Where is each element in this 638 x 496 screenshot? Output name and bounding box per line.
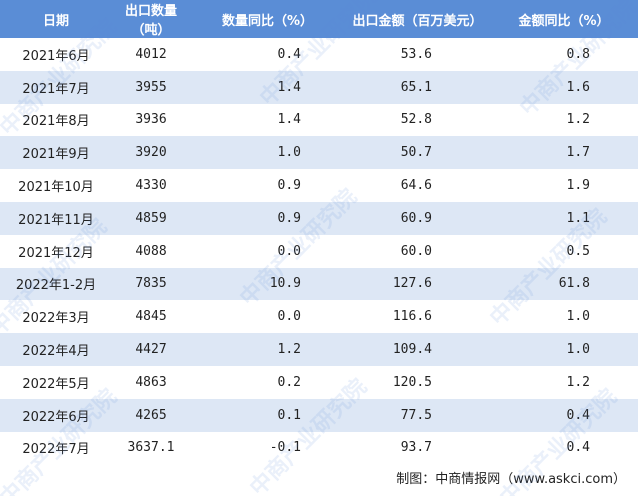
- table-cell: 2022年7月: [22, 442, 90, 458]
- source-note: 制图：中商情报网（www.askci.com）: [396, 472, 626, 487]
- table-cell: 1.0: [190, 136, 345, 170]
- table-cell: 0.0: [277, 243, 301, 259]
- table-row: 2022年5月 4863 0.2 120.5 1.2: [0, 366, 638, 399]
- table-row: 2021年11月 4859 0.9 60.9 1.1: [0, 201, 638, 235]
- table-cell: 61.8: [490, 267, 638, 301]
- table-cell: 4088: [135, 243, 167, 259]
- table-row: 2021年6月 4012 0.4 53.6 0.8: [0, 38, 638, 71]
- header-cell: 金额同比（%）: [490, 0, 638, 38]
- table-cell: 2021年7月: [0, 70, 112, 104]
- table-cell: 4012: [135, 46, 167, 62]
- table-cell: 2021年10月: [18, 180, 94, 196]
- table-cell: 2021年8月: [22, 114, 90, 130]
- table-cell: 93.7: [400, 440, 432, 456]
- table-cell: 2021年12月: [18, 245, 94, 261]
- table-cell: 1.2: [566, 112, 590, 128]
- table-cell: 0.1: [190, 398, 345, 432]
- table-cell: 1.7: [490, 136, 638, 170]
- table-cell: 60.9: [345, 201, 490, 235]
- table-cell: 0.0: [277, 309, 301, 325]
- table-cell: 4863: [135, 374, 167, 390]
- table-cell: 1.1: [490, 201, 638, 235]
- table-cell: 4427: [112, 333, 190, 366]
- table-cell: 10.9: [190, 267, 345, 301]
- table-cell: 0.8: [566, 46, 590, 62]
- table-cell: 50.7: [345, 136, 490, 170]
- table-cell: 2022年5月: [22, 376, 90, 392]
- table-cell: 0.4: [566, 440, 590, 456]
- header-cell: 出口金额（百万美元）: [345, 0, 490, 38]
- table-cell: 4265: [112, 398, 190, 432]
- table-cell: 52.8: [400, 112, 432, 128]
- table-cell: 7835: [112, 267, 190, 301]
- table-cell: 120.5: [392, 374, 432, 390]
- table-cell: 0.2: [277, 374, 301, 390]
- table-cell: 3936: [135, 112, 167, 128]
- table-cell: 1.0: [566, 309, 590, 325]
- table-cell: 3637.1: [127, 440, 175, 456]
- table-cell: 109.4: [345, 333, 490, 366]
- table-cell: 2022年3月: [22, 311, 90, 327]
- table-body: 2021年6月 4012 0.4 53.6 0.8 2021年7月 3955 1.4 65.1 1…: [0, 38, 638, 464]
- table-cell: 2022年4月: [0, 333, 112, 366]
- header-cell: 日期: [0, 0, 112, 38]
- data-table: 日期 出口数量（吨） 数量同比（%） 出口金额（百万美元） 金额同比（%） 2021年6…: [0, 0, 638, 464]
- table-row: 2022年6月 4265 0.1 77.5 0.4: [0, 398, 638, 432]
- table-cell: 65.1: [345, 70, 490, 104]
- table-cell: 0.9: [277, 178, 301, 194]
- header-cell: 出口数量（吨）: [112, 0, 190, 38]
- table-cell: 77.5: [345, 398, 490, 432]
- table-row: 2022年7月 3637.1 -0.1 93.7 0.4: [0, 432, 638, 465]
- table-cell: 2022年6月: [0, 398, 112, 432]
- header-cell: 数量同比（%）: [190, 0, 345, 38]
- table-cell: 64.6: [400, 178, 432, 194]
- table-cell: 1.2: [190, 333, 345, 366]
- table-cell: 0.5: [566, 243, 590, 259]
- table-row: 2022年3月 4845 0.0 116.6 1.0: [0, 300, 638, 333]
- table-cell: 1.6: [490, 70, 638, 104]
- table-row: 2022年1-2月 7835 10.9 127.6 61.8: [0, 267, 638, 301]
- table-cell: 60.0: [400, 243, 432, 259]
- table-cell: -0.1: [269, 440, 301, 456]
- table-cell: 1.9: [566, 178, 590, 194]
- table-cell: 3955: [112, 70, 190, 104]
- table-row: 2021年9月 3920 1.0 50.7 1.7: [0, 136, 638, 170]
- table-cell: 1.2: [566, 374, 590, 390]
- table-cell: 127.6: [345, 267, 490, 301]
- table-cell: 4845: [135, 309, 167, 325]
- table-cell: 116.6: [392, 309, 432, 325]
- table-cell: 0.4: [277, 46, 301, 62]
- header-row: 日期 出口数量（吨） 数量同比（%） 出口金额（百万美元） 金额同比（%）: [0, 0, 638, 38]
- table-cell: 4859: [112, 201, 190, 235]
- table-cell: 0.4: [490, 398, 638, 432]
- table-row: 2021年8月 3936 1.4 52.8 1.2: [0, 104, 638, 137]
- table-cell: 1.4: [190, 70, 345, 104]
- table-row: 2022年4月 4427 1.2 109.4 1.0: [0, 333, 638, 366]
- table-cell: 2021年11月: [0, 201, 112, 235]
- table-cell: 2021年9月: [0, 136, 112, 170]
- table-cell: 2022年1-2月: [0, 267, 112, 301]
- table-cell: 3920: [112, 136, 190, 170]
- table-row: 2021年7月 3955 1.4 65.1 1.6: [0, 70, 638, 104]
- table-cell: 2021年6月: [22, 48, 90, 64]
- table-row: 2021年12月 4088 0.0 60.0 0.5: [0, 235, 638, 268]
- table-cell: 4330: [135, 178, 167, 194]
- table-row: 2021年10月 4330 0.9 64.6 1.9: [0, 169, 638, 202]
- table-cell: 0.9: [190, 201, 345, 235]
- table-cell: 1.0: [490, 333, 638, 366]
- table-cell: 1.4: [277, 112, 301, 128]
- table-cell: 53.6: [400, 46, 432, 62]
